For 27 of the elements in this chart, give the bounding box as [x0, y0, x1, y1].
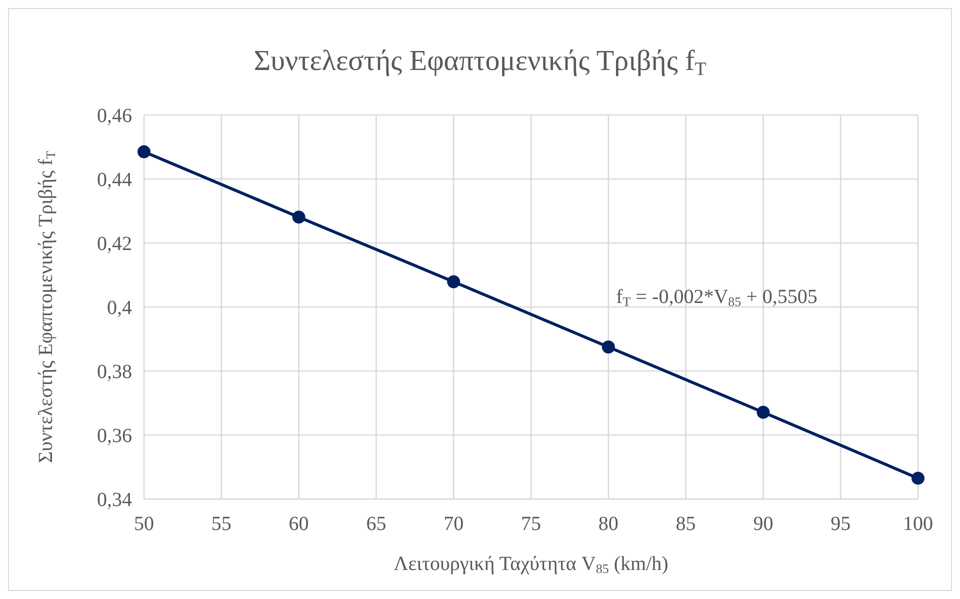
- x-tick-label: 65: [366, 513, 386, 535]
- x-axis-title: Λειτουργική Ταχύτητα V$_{85}$ (km/h): [394, 553, 668, 576]
- point: [292, 210, 306, 224]
- x-tick-label: 70: [444, 513, 464, 535]
- x-tick-label: 95: [830, 513, 851, 535]
- x-tick-label: 60: [288, 513, 309, 535]
- point: [138, 145, 150, 158]
- y-tick-label: 0,4: [107, 297, 132, 319]
- y-tick-label: 0,44: [97, 169, 132, 191]
- point: [602, 340, 615, 354]
- y-tick-label: 0,46: [97, 105, 132, 127]
- point: [912, 472, 924, 485]
- x-tick-label: 80: [598, 513, 618, 535]
- x-tick-label: 90: [753, 513, 774, 535]
- x-tick-label: 75: [521, 513, 541, 535]
- y-tick-label: 0,38: [97, 361, 132, 383]
- y-tick-label: 0,34: [97, 489, 132, 511]
- x-tick-label: 100: [903, 513, 933, 535]
- annotation: f$_{T}$ = -0,002*V$_{85}$ + 0,5505: [616, 286, 818, 310]
- y-tick-label: 0,42: [97, 233, 132, 255]
- y-tick-label: 0,36: [97, 425, 132, 447]
- x-tick-label: 55: [211, 513, 232, 535]
- point: [447, 275, 460, 288]
- x-tick-label: 50: [134, 513, 154, 535]
- x-tick-label: 85: [676, 513, 696, 535]
- point: [756, 406, 770, 419]
- chart-title: Συντελεστής Εφαπτομενικής Τριβής f$_{T}$: [254, 45, 707, 80]
